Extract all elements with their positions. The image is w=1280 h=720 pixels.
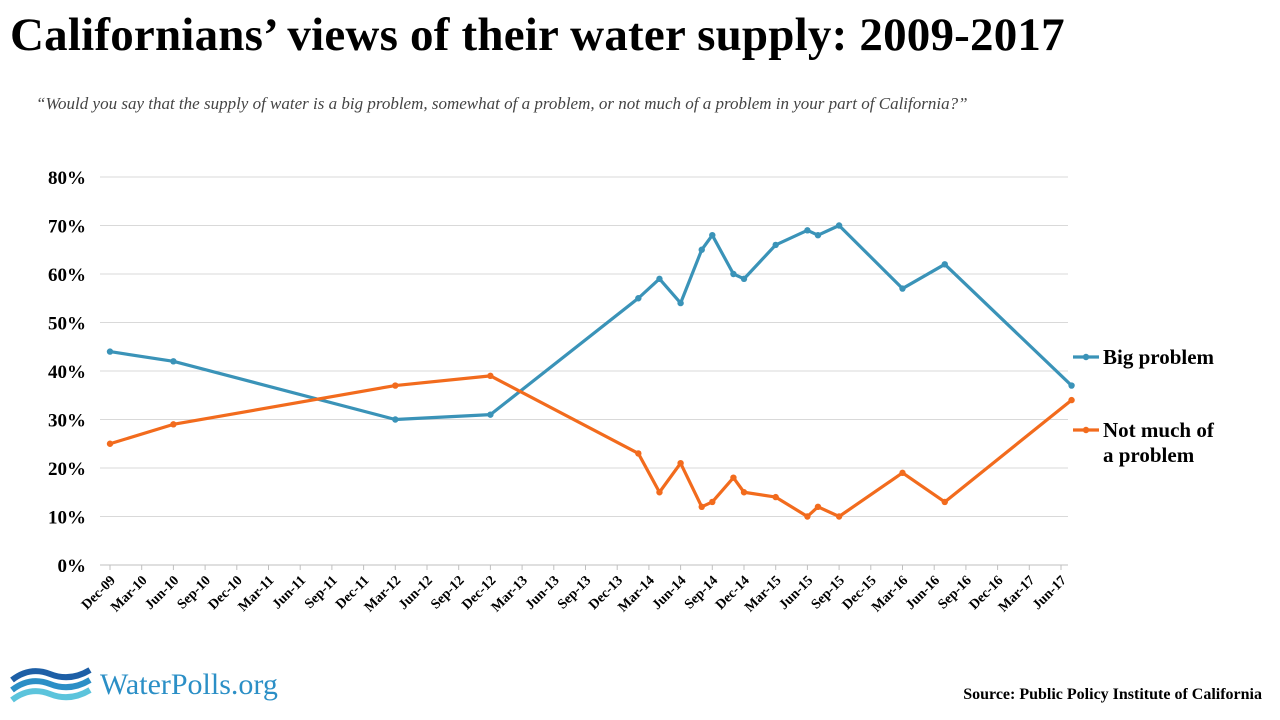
chart-title: Californians’ views of their water suppl… — [10, 9, 1065, 61]
data-point — [804, 227, 811, 234]
x-tick-label: Jun-13 — [523, 573, 563, 613]
grid-lines — [100, 176, 1068, 566]
legend-marker — [1082, 353, 1090, 361]
data-point — [1068, 382, 1075, 389]
data-point — [814, 232, 822, 239]
series-line-0 — [109, 223, 1073, 422]
legend: Big problem Not much ofa problem — [1073, 345, 1215, 467]
data-point — [709, 232, 716, 239]
x-tick-label: Mar-16 — [869, 573, 911, 615]
source-note: Source: Public Policy Institute of Calif… — [963, 686, 1262, 703]
data-point — [730, 270, 737, 278]
y-tick-label: 20% — [48, 459, 86, 480]
x-tick-label: Jun-16 — [903, 573, 943, 613]
data-point — [772, 241, 779, 249]
y-axis: 0% 10% 20% 30% 40% 50% 60% 70% 80% — [48, 168, 86, 577]
y-tick-label: 0% — [58, 556, 87, 577]
series-line-1 — [109, 374, 1073, 519]
survey-question: “Would you say that the supply of water … — [36, 94, 968, 113]
data-point — [1068, 396, 1075, 404]
x-tick-label: Sep-12 — [428, 573, 467, 612]
data-point — [698, 503, 705, 510]
series-lines — [106, 222, 1075, 520]
data-point — [656, 489, 663, 496]
data-point — [106, 348, 114, 355]
data-point — [677, 299, 684, 307]
data-point — [804, 513, 811, 520]
waterpolls-logo-icon — [10, 667, 92, 703]
x-tick-label: Sep-14 — [682, 573, 721, 612]
data-point — [656, 275, 663, 283]
x-axis: Dec-09Mar-10Jun-10Sep-10Dec-10Mar-11Jun-… — [79, 565, 1070, 615]
x-tick-label: Mar-17 — [996, 573, 1038, 615]
y-tick-label: 70% — [48, 217, 86, 238]
y-tick-label: 40% — [48, 362, 86, 383]
x-tick-label: Mar-10 — [108, 573, 150, 615]
x-tick-label: Jun-12 — [396, 573, 436, 613]
x-tick-label: Sep-15 — [809, 573, 848, 612]
data-point — [941, 261, 948, 268]
x-tick-label: Sep-11 — [302, 573, 341, 612]
data-point — [487, 372, 494, 380]
x-tick-label: Jun-11 — [270, 573, 309, 612]
logo-text: WaterPolls.org — [100, 668, 278, 701]
data-point — [740, 489, 748, 496]
legend-label: a problem — [1103, 443, 1195, 467]
x-tick-label: Sep-13 — [555, 573, 594, 612]
y-tick-label: 60% — [48, 265, 86, 286]
data-point — [698, 246, 705, 253]
line-chart: 0% 10% 20% 30% 40% 50% 60% 70% 80% Dec-09Mar-10J… — [48, 168, 1215, 615]
x-tick-label: Mar-11 — [236, 573, 278, 615]
data-point — [635, 295, 642, 302]
data-point — [772, 493, 779, 501]
x-tick-label: Sep-10 — [175, 573, 214, 612]
x-tick-label: Jun-14 — [650, 573, 690, 613]
x-tick-label: Mar-14 — [616, 573, 658, 615]
x-tick-label: Mar-15 — [742, 573, 784, 615]
x-tick-label: Mar-13 — [489, 573, 531, 615]
legend-label: Big problem — [1103, 345, 1215, 369]
x-tick-label: Jun-15 — [776, 573, 816, 613]
data-point — [835, 222, 843, 229]
x-tick-label: Jun-10 — [142, 573, 182, 613]
data-point — [899, 469, 906, 477]
legend-label: Not much of — [1103, 418, 1215, 442]
y-tick-label: 80% — [48, 168, 86, 189]
data-point — [740, 275, 748, 283]
x-tick-label: Jun-17 — [1030, 573, 1070, 613]
x-tick-label: Mar-12 — [362, 573, 404, 615]
data-point — [170, 358, 177, 365]
data-point — [106, 440, 114, 447]
data-point — [392, 416, 399, 423]
data-point — [635, 450, 642, 457]
data-point — [835, 513, 843, 520]
y-tick-label: 10% — [48, 508, 86, 529]
data-point — [730, 474, 737, 481]
data-point — [899, 285, 906, 292]
y-tick-label: 30% — [48, 411, 86, 432]
data-point — [709, 498, 716, 506]
data-point — [677, 459, 684, 467]
data-point — [814, 503, 822, 510]
data-point — [392, 382, 399, 389]
data-point — [487, 411, 494, 418]
y-tick-label: 50% — [48, 314, 86, 335]
data-point — [170, 421, 177, 428]
x-tick-label: Sep-16 — [936, 573, 975, 612]
data-point — [941, 498, 948, 506]
legend-marker — [1082, 426, 1090, 434]
